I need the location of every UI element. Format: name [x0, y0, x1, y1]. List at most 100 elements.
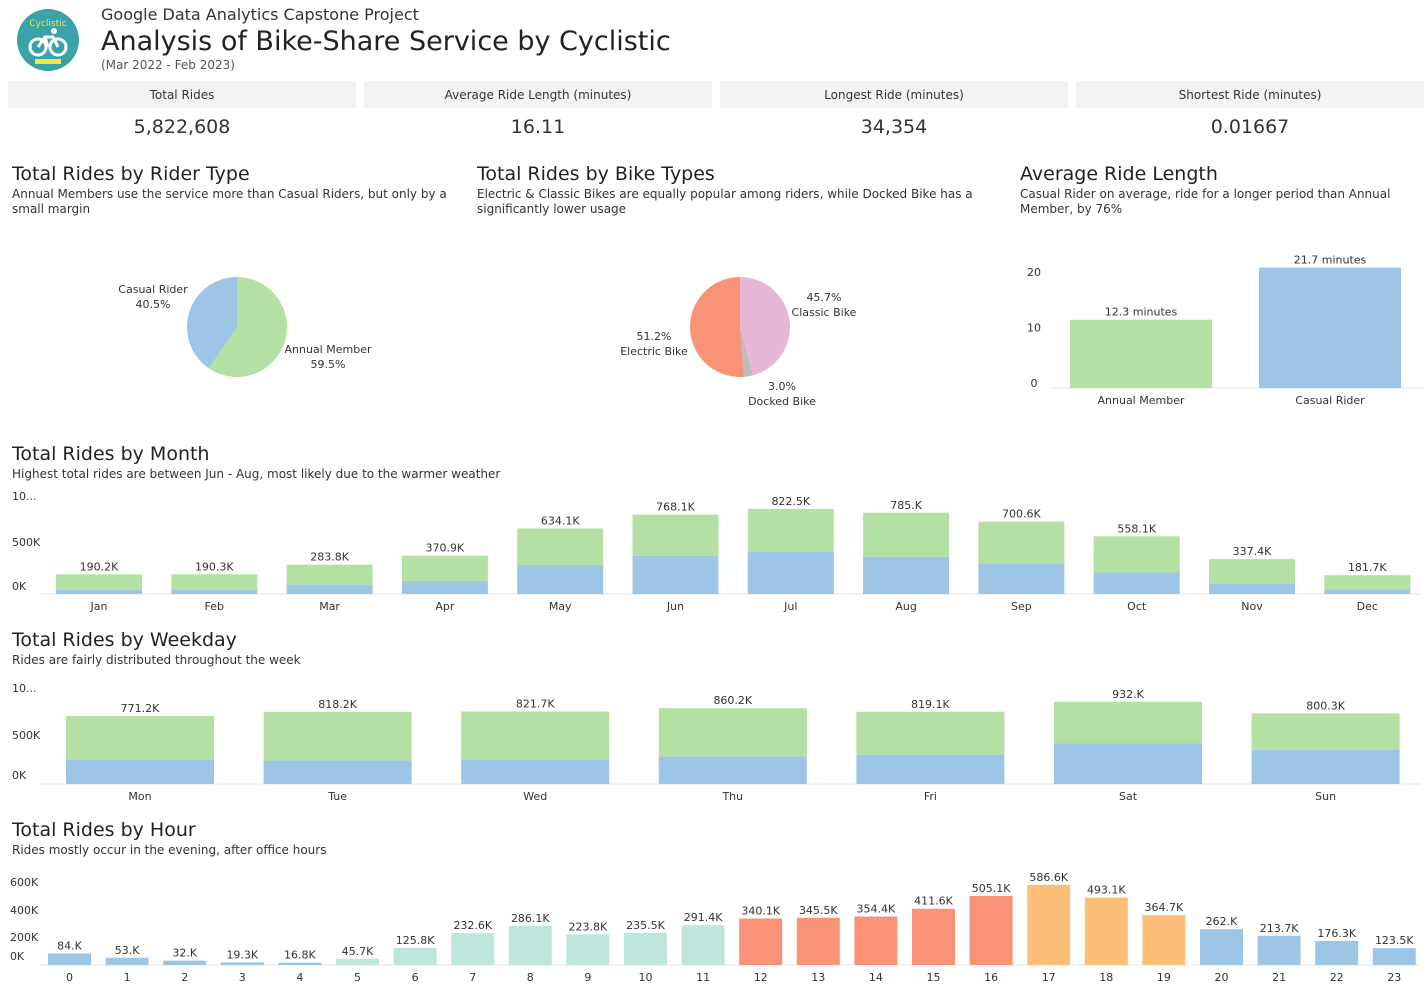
- y-tick-label: 20: [1027, 266, 1041, 279]
- x-tick-label: Jun: [666, 600, 684, 613]
- bar-member: [1324, 575, 1411, 590]
- hour-title: Total Rides by Hour: [12, 819, 196, 841]
- bar-value-label: 860.2K: [713, 694, 752, 707]
- y-tick-label: 500K: [12, 729, 41, 742]
- bar-member: [856, 711, 1005, 755]
- x-tick-label: Mon: [128, 790, 151, 803]
- bar: [105, 957, 149, 965]
- x-tick-label: Jan: [90, 600, 108, 613]
- bar-member: [517, 528, 604, 566]
- y-tick-label: 10...: [12, 682, 37, 695]
- bar-casual: [66, 759, 214, 784]
- bar: [48, 953, 91, 965]
- bar-member: [401, 555, 488, 581]
- logo-text: Cyclistic: [29, 19, 66, 29]
- kpi-shortest-value: 0.01667: [1210, 116, 1290, 138]
- cyclistic-logo: Cyclistic: [17, 9, 79, 71]
- x-tick-label: 15: [927, 971, 941, 984]
- x-tick-label: Thu: [721, 790, 743, 803]
- pie-label: Docked Bike: [748, 395, 816, 408]
- bar: [451, 933, 495, 965]
- bar-member: [747, 508, 834, 553]
- pie-slice: [740, 327, 754, 377]
- bar-value-label: 190.3K: [195, 560, 234, 573]
- bar: [1084, 897, 1128, 965]
- bar-value-label: 262.K: [1206, 915, 1238, 928]
- x-tick-label: May: [549, 600, 572, 613]
- bar-casual: [1251, 749, 1400, 784]
- bicycle-icon: Cyclistic: [28, 19, 68, 64]
- month-subtitle: Highest total rides are between Jun - Au…: [12, 467, 501, 481]
- pie-label: 45.7%: [807, 291, 842, 304]
- bar-value-label: 125.8K: [396, 934, 435, 947]
- pie-label: Casual Rider: [118, 283, 188, 296]
- avg-length-title: Average Ride Length: [1020, 163, 1218, 185]
- pie-label: Electric Bike: [620, 345, 688, 358]
- x-tick-label: Dec: [1357, 600, 1378, 613]
- bar-value-label: 364.7K: [1145, 901, 1184, 914]
- x-tick-label: 13: [811, 971, 825, 984]
- bar-casual: [863, 556, 950, 594]
- bar-value-label: 181.7K: [1348, 561, 1387, 574]
- bar-value-label: 84.K: [57, 940, 82, 953]
- bar-value-label: 223.8K: [569, 920, 608, 933]
- bar-value-label: 12.3 minutes: [1105, 306, 1178, 319]
- bar-value-label: 176.3K: [1317, 927, 1356, 940]
- y-tick-label: 0K: [12, 580, 27, 593]
- y-tick-label: 0K: [12, 769, 27, 782]
- y-tick-label: 600K: [10, 876, 39, 889]
- x-tick-label: Mar: [319, 600, 340, 613]
- dashboard-title: Analysis of Bike-Share Service by Cyclis…: [101, 26, 671, 57]
- x-tick-label: Fri: [924, 790, 937, 803]
- x-tick-label: 18: [1099, 971, 1113, 984]
- bar-value-label: 370.9K: [426, 542, 465, 555]
- bar-casual: [747, 552, 834, 594]
- bar-value-label: 45.7K: [342, 945, 374, 958]
- x-tick-label: Sep: [1011, 600, 1032, 613]
- month-title: Total Rides by Month: [12, 443, 210, 465]
- kpi-longest-label: Longest Ride (minutes): [720, 81, 1068, 108]
- bar-value-label: 822.5K: [771, 495, 810, 508]
- bar-member: [171, 574, 258, 590]
- pie-label: 51.2%: [637, 330, 672, 343]
- kpi-avg-length-value: 16.11: [510, 116, 566, 138]
- x-tick-label: 21: [1272, 971, 1286, 984]
- bar-value-label: 291.4K: [684, 911, 723, 924]
- y-tick-label: 200K: [10, 931, 39, 944]
- pie-label: 40.5%: [136, 298, 171, 311]
- bar-casual: [658, 756, 807, 784]
- bar: [796, 917, 840, 965]
- bar: [1257, 935, 1301, 965]
- bar-member: [1093, 536, 1180, 573]
- bar-casual: [286, 584, 373, 594]
- x-tick-label: 9: [584, 971, 591, 984]
- y-tick-label: 0: [1031, 377, 1038, 390]
- x-tick-label: Jul: [783, 600, 797, 613]
- bar-value-label: 213.7K: [1260, 922, 1299, 935]
- bike-types-subtitle: Electric & Classic Bikes are equally pop…: [477, 187, 973, 216]
- kpi-shortest-label: Shortest Ride (minutes): [1076, 81, 1424, 108]
- pie-label: Annual Member: [285, 343, 372, 356]
- bar-casual: [263, 760, 412, 784]
- pie-label: 59.5%: [311, 358, 346, 371]
- bar-value-label: 232.6K: [453, 919, 492, 932]
- rider-type-title: Total Rides by Rider Type: [12, 163, 250, 185]
- bar-value-label: 505.1K: [972, 882, 1011, 895]
- weekday-title: Total Rides by Weekday: [12, 629, 237, 651]
- project-supertitle: Google Data Analytics Capstone Project: [101, 5, 419, 24]
- x-tick-label: 10: [639, 971, 653, 984]
- bar: [969, 895, 1013, 965]
- weekday-subtitle: Rides are fairly distributed throughout …: [12, 653, 301, 667]
- bar-casual: [401, 580, 488, 594]
- bar-value-label: 800.3K: [1306, 699, 1345, 712]
- x-tick-label: Tue: [327, 790, 347, 803]
- x-tick-label: 11: [696, 971, 710, 984]
- bar: [508, 925, 552, 965]
- bar-member: [658, 708, 807, 757]
- bar: [1142, 915, 1186, 965]
- bar-value-label: 700.6K: [1002, 508, 1041, 521]
- bar: [681, 925, 725, 965]
- bar: [624, 932, 667, 965]
- bar-value-label: 785.K: [890, 499, 922, 512]
